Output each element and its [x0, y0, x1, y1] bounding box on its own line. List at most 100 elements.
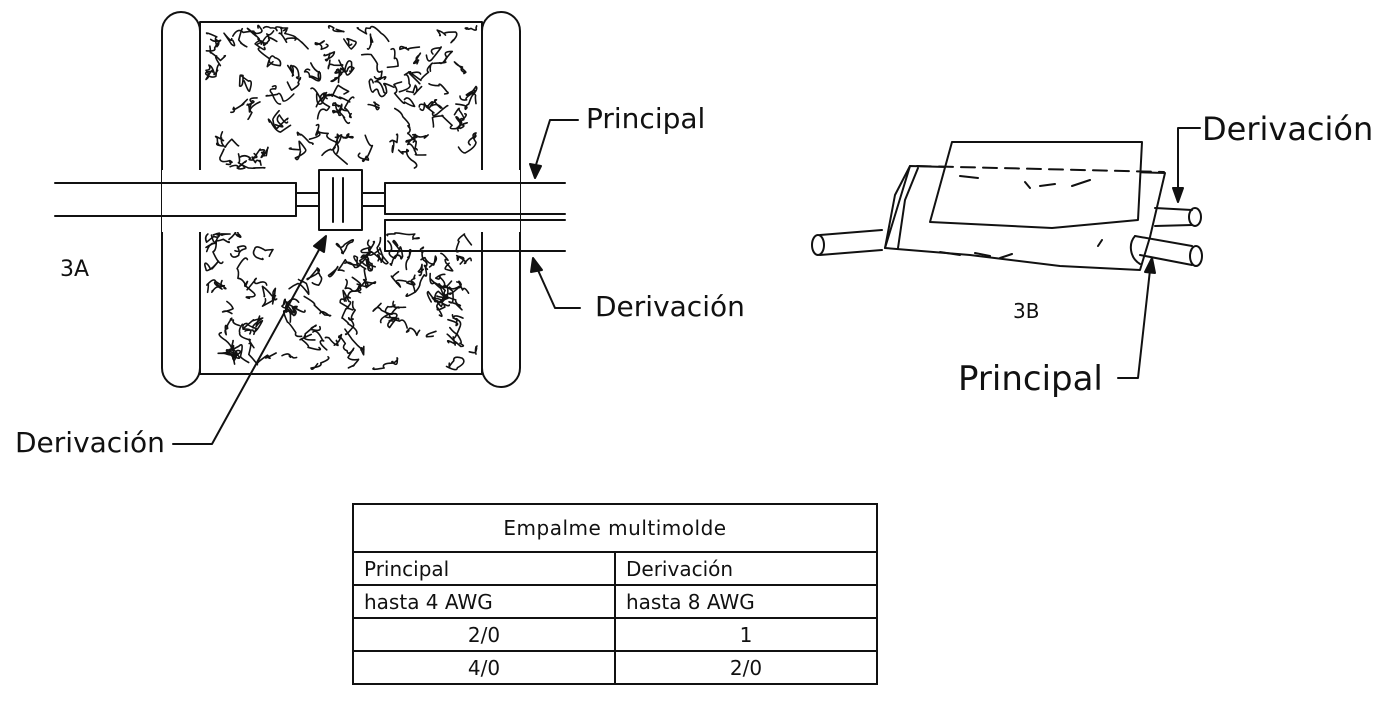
filler-squiggle — [455, 113, 468, 130]
filler-squiggle — [429, 272, 462, 307]
filler-squiggle — [243, 317, 264, 329]
table-cell: 1 — [614, 617, 878, 652]
filler-squiggle — [445, 356, 465, 371]
filler-squiggle — [433, 50, 454, 65]
filler-squiggle — [314, 40, 329, 51]
filler-squiggle — [236, 257, 249, 287]
filler-squiggle — [368, 78, 386, 98]
filler-squiggle — [238, 148, 266, 161]
filler-squiggle — [405, 135, 427, 156]
filler-squiggle — [405, 327, 421, 337]
filler-squiggle — [232, 24, 263, 37]
mold-figure-3a — [54, 11, 581, 445]
leader-derivacion-right-3a — [530, 257, 581, 309]
filler-squiggle — [334, 68, 342, 74]
filler-squiggle — [238, 74, 253, 93]
filler-squiggle — [281, 353, 298, 359]
filler-squiggle — [393, 81, 416, 108]
filler-squiggle — [436, 29, 458, 44]
table-cell: hasta 8 AWG — [614, 584, 878, 619]
filler-squiggle — [303, 324, 322, 341]
filler-squiggle — [229, 160, 248, 170]
filler-squiggle — [230, 98, 249, 114]
filler-squiggle — [299, 333, 322, 351]
filler-squiggle — [254, 36, 278, 51]
filler-squiggle — [419, 246, 429, 271]
filler-squiggle — [366, 33, 374, 50]
filler-squiggle — [344, 328, 365, 356]
filler-squiggle — [367, 101, 380, 111]
table-cell: 2/0 — [614, 650, 878, 685]
right-branch-cable — [384, 219, 566, 252]
filler-squiggle — [468, 345, 478, 355]
filler-squiggle — [344, 285, 362, 302]
filler-squiggle — [209, 45, 227, 62]
filler-squiggle — [212, 233, 231, 265]
label-principal-3a: Principal — [586, 102, 705, 135]
filler-squiggle — [303, 295, 332, 317]
table-row: 4/0 2/0 — [352, 650, 878, 685]
filler-squiggle — [425, 46, 443, 62]
filler-squiggle — [446, 326, 465, 348]
filler-squiggle — [269, 85, 282, 105]
filler-squiggle — [341, 307, 358, 335]
filler-squiggle — [372, 300, 400, 316]
filler-squiggle — [379, 304, 407, 324]
table-cell: hasta 4 AWG — [352, 584, 616, 619]
leader-derivacion-3b — [1172, 127, 1201, 203]
label-derivacion-right-3a: Derivación — [595, 290, 745, 323]
filler-squiggle — [397, 148, 418, 169]
filler-squiggle — [310, 356, 330, 371]
filler-squiggle — [412, 52, 422, 65]
filler-squiggle — [344, 300, 356, 336]
filler-squiggle — [308, 123, 321, 140]
filler-squiggle — [242, 322, 258, 336]
filler-squiggle — [278, 32, 309, 50]
filler-squiggle — [251, 152, 262, 166]
filler-squiggle — [411, 133, 429, 139]
filler-squiggle — [457, 132, 477, 154]
filler-squiggle — [433, 298, 446, 318]
filler-squiggle — [315, 97, 331, 120]
connector-sleeve — [318, 169, 363, 231]
filler-squiggle — [205, 242, 217, 253]
filler-squiggle — [398, 70, 421, 93]
filler-squiggle — [337, 258, 357, 272]
filler-squiggle — [418, 98, 442, 109]
table-header-derivacion: Derivación — [614, 551, 878, 586]
filler-squiggle — [455, 233, 473, 253]
label-derivacion-bottom-3a: Derivación — [15, 426, 165, 459]
filler-squiggle — [387, 239, 401, 260]
filler-squiggle — [453, 107, 465, 132]
filler-squiggle — [356, 278, 377, 289]
filler-squiggle — [284, 298, 300, 323]
filler-squiggle — [296, 131, 314, 145]
filler-texture-bottom — [204, 230, 478, 371]
filler-squiggle — [265, 92, 295, 102]
table-header-principal: Principal — [352, 551, 616, 586]
filler-squiggle — [417, 263, 425, 277]
filler-squiggle — [224, 317, 241, 336]
caption-3b: 3B — [1013, 299, 1039, 323]
table-row: 2/0 1 — [352, 617, 878, 652]
table-row: hasta 4 AWG hasta 8 AWG — [352, 584, 878, 619]
filler-squiggle — [338, 59, 355, 76]
filler-squiggle — [238, 323, 255, 349]
filler-squiggle — [431, 114, 458, 130]
filler-squiggle — [425, 330, 437, 338]
filler-squiggle — [281, 27, 298, 41]
filler-squiggle — [204, 55, 222, 78]
filler-squiggle — [272, 109, 289, 130]
filler-squiggle — [455, 254, 472, 265]
filler-squiggle — [447, 314, 459, 327]
filler-squiggle — [407, 62, 434, 82]
filler-squiggle — [376, 254, 389, 265]
filler-squiggle — [205, 64, 219, 81]
filler-squiggle — [210, 234, 231, 244]
filler-squiggle — [406, 274, 416, 293]
filler-squiggle — [398, 45, 421, 51]
label-derivacion-3b: Derivación — [1202, 110, 1373, 148]
filler-squiggle — [223, 32, 236, 47]
filler-squiggle — [420, 255, 438, 268]
